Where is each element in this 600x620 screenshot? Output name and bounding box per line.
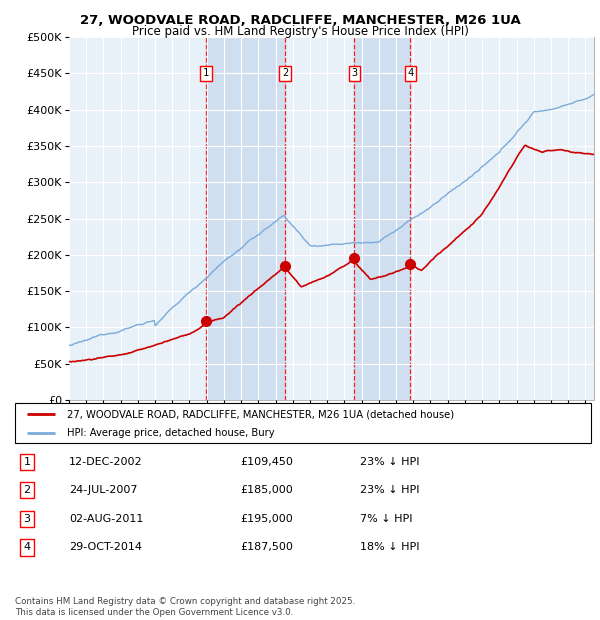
Text: 3: 3: [23, 514, 31, 524]
Text: Contains HM Land Registry data © Crown copyright and database right 2025.
This d: Contains HM Land Registry data © Crown c…: [15, 598, 355, 617]
Text: 18% ↓ HPI: 18% ↓ HPI: [360, 542, 419, 552]
Text: 7% ↓ HPI: 7% ↓ HPI: [360, 514, 413, 524]
Text: 23% ↓ HPI: 23% ↓ HPI: [360, 485, 419, 495]
Text: 2: 2: [23, 485, 31, 495]
Text: £185,000: £185,000: [240, 485, 293, 495]
Text: 4: 4: [407, 68, 413, 79]
Text: 24-JUL-2007: 24-JUL-2007: [69, 485, 137, 495]
Bar: [355, 37, 410, 400]
Text: 1: 1: [23, 457, 31, 467]
Text: 4: 4: [23, 542, 31, 552]
Text: 1: 1: [203, 68, 209, 79]
Text: 23% ↓ HPI: 23% ↓ HPI: [360, 457, 419, 467]
Text: 12-DEC-2002: 12-DEC-2002: [69, 457, 143, 467]
Text: 27, WOODVALE ROAD, RADCLIFFE, MANCHESTER, M26 1UA: 27, WOODVALE ROAD, RADCLIFFE, MANCHESTER…: [80, 14, 520, 27]
Bar: [206, 37, 285, 400]
Text: Price paid vs. HM Land Registry's House Price Index (HPI): Price paid vs. HM Land Registry's House …: [131, 25, 469, 38]
Text: £109,450: £109,450: [240, 457, 293, 467]
FancyBboxPatch shape: [15, 403, 591, 443]
Text: 29-OCT-2014: 29-OCT-2014: [69, 542, 142, 552]
Text: 27, WOODVALE ROAD, RADCLIFFE, MANCHESTER, M26 1UA (detached house): 27, WOODVALE ROAD, RADCLIFFE, MANCHESTER…: [67, 409, 454, 419]
Text: £195,000: £195,000: [240, 514, 293, 524]
Text: 2: 2: [282, 68, 289, 79]
Text: 3: 3: [351, 68, 358, 79]
Text: £187,500: £187,500: [240, 542, 293, 552]
Text: 02-AUG-2011: 02-AUG-2011: [69, 514, 143, 524]
Text: HPI: Average price, detached house, Bury: HPI: Average price, detached house, Bury: [67, 428, 274, 438]
